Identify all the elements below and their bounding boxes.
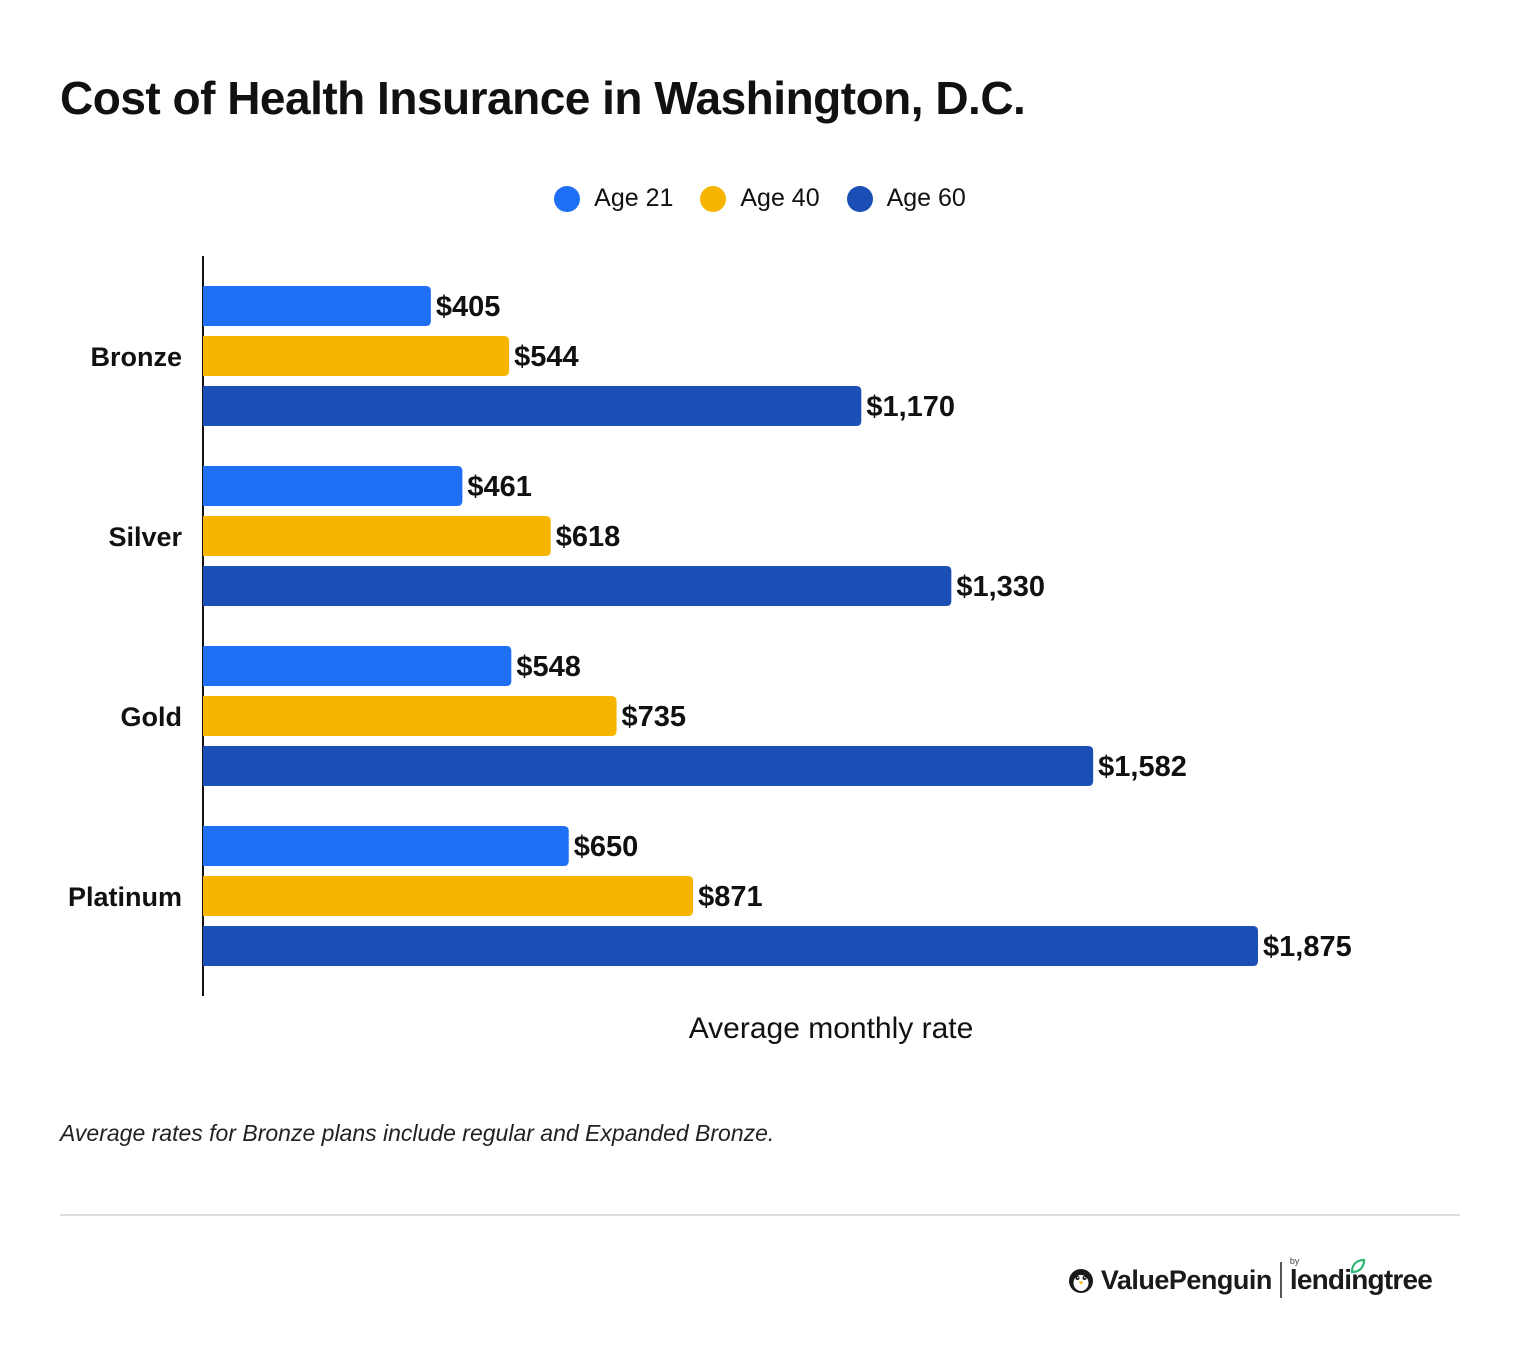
legend-swatch-age-60 [846, 185, 873, 212]
category-label-silver: Silver [108, 522, 182, 552]
data-label-gold-age-21: $548 [516, 651, 581, 683]
data-label-bronze-age-60: $1,170 [866, 391, 955, 423]
bar-gold-age-40 [203, 696, 617, 736]
legend-swatch-age-21 [554, 185, 581, 212]
bar-bronze-age-21 [203, 286, 431, 326]
bar-chart: Bronze $405 $544 $1,170 Silver $461 $618 $1,330… [68, 256, 1352, 1045]
data-label-platinum-age-40: $871 [698, 881, 763, 913]
leaf-icon [1350, 1258, 1365, 1274]
legend-item-age-60: Age 60 [846, 184, 966, 213]
category-label-gold: Gold [121, 702, 183, 732]
legend-item-age-40: Age 40 [700, 184, 820, 213]
data-label-platinum-age-60: $1,875 [1263, 931, 1352, 963]
category-label-bronze: Bronze [90, 342, 182, 372]
divider [60, 1214, 1460, 1216]
bar-silver-age-60 [203, 566, 952, 606]
category-label-platinum: Platinum [68, 882, 182, 912]
legend: Age 21 Age 40 Age 60 [0, 184, 1520, 219]
footnote: Average rates for Bronze plans include r… [60, 1120, 775, 1146]
valuepenguin-wordmark: ValuePenguin [1100, 1264, 1273, 1295]
chart-title: Cost of Health Insurance in Washington, … [60, 72, 1026, 124]
data-label-gold-age-60: $1,582 [1098, 751, 1187, 783]
data-label-platinum-age-21: $650 [574, 831, 639, 863]
penguin-icon [1068, 1269, 1093, 1293]
data-label-bronze-age-40: $544 [514, 341, 579, 373]
bar-platinum-age-60 [203, 926, 1258, 966]
legend-label-age-60: Age 60 [886, 184, 966, 212]
logo-separator [1279, 1262, 1282, 1298]
bar-gold-age-21 [203, 646, 512, 686]
data-label-silver-age-21: $461 [467, 471, 532, 503]
bar-platinum-age-40 [203, 876, 694, 916]
data-label-bronze-age-21: $405 [436, 291, 501, 323]
lendingtree-logo: by lendingtree [1290, 1256, 1433, 1296]
bar-bronze-age-40 [203, 336, 510, 376]
x-axis-label: Average monthly rate [689, 1012, 974, 1045]
legend-item-age-21: Age 21 [554, 184, 673, 213]
legend-label-age-40: Age 40 [740, 184, 820, 212]
bar-silver-age-21 [203, 466, 463, 506]
data-label-silver-age-60: $1,330 [956, 571, 1045, 603]
bar-gold-age-60 [203, 746, 1094, 786]
data-label-silver-age-40: $618 [556, 521, 621, 553]
bar-bronze-age-60 [203, 386, 862, 426]
bar-platinum-age-21 [203, 826, 569, 866]
bar-silver-age-40 [203, 516, 551, 556]
legend-label-age-21: Age 21 [594, 184, 674, 212]
legend-swatch-age-40 [700, 185, 727, 212]
by-label: by [1289, 1256, 1300, 1266]
valuepenguin-logo: ValuePenguin [1067, 1265, 1272, 1296]
data-label-gold-age-40: $735 [622, 701, 687, 733]
brand-logos: ValuePenguin by lendingtree [1067, 1256, 1433, 1298]
